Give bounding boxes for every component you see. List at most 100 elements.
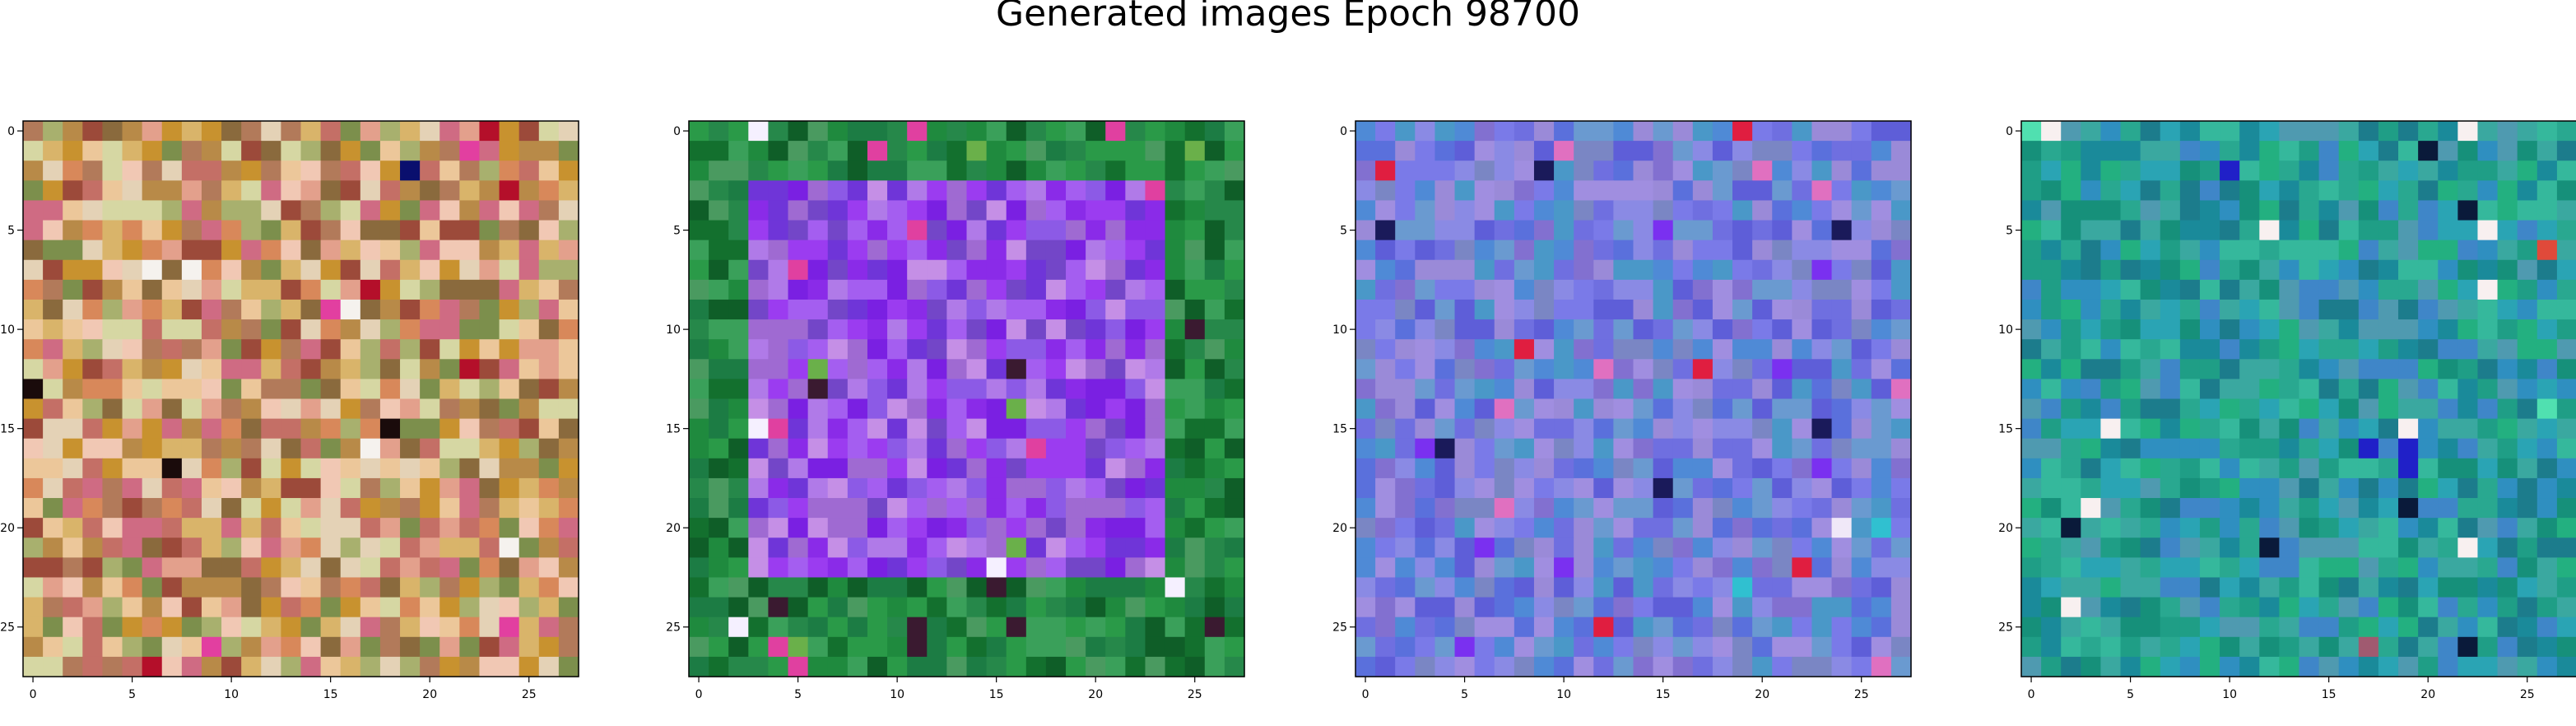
pixel-cell: [1772, 577, 1793, 598]
pixel-cell: [1712, 319, 1733, 340]
pixel-cell: [1792, 240, 1813, 261]
pixel-cell: [2081, 279, 2102, 300]
pixel-cell: [1692, 656, 1713, 677]
pixel-cell: [2160, 438, 2181, 459]
pixel-cell: [1554, 577, 1574, 598]
pixel-cell: [887, 379, 908, 400]
pixel-cell: [1533, 577, 1555, 598]
x-tick-label: 10: [2222, 688, 2237, 701]
pixel-cell: [161, 597, 183, 618]
pixel-cell: [986, 339, 1007, 360]
pixel-cell: [2081, 518, 2102, 538]
pixel-cell: [2418, 180, 2439, 202]
pixel-cell: [2279, 498, 2300, 519]
pixel-cell: [1184, 180, 1206, 202]
pixel-cell: [1533, 319, 1555, 340]
pixel-cell: [1792, 259, 1813, 281]
pixel-cell: [2358, 636, 2379, 658]
pixel-cell: [479, 438, 500, 459]
pixel-cell: [102, 597, 123, 618]
pixel-cell: [1514, 636, 1535, 658]
pixel-cell: [2477, 518, 2499, 538]
pixel-cell: [1593, 141, 1614, 161]
pixel-cell: [161, 141, 183, 161]
x-tick-label: 10: [1556, 688, 1571, 701]
pixel-cell: [1692, 200, 1713, 221]
pixel-cell: [2199, 359, 2220, 379]
pixel-cell: [867, 319, 888, 340]
pixel-cell: [2338, 161, 2360, 181]
pixel-cell: [2398, 617, 2419, 638]
pixel-cell: [1224, 577, 1245, 598]
pixel-cell: [1811, 200, 1833, 221]
pixel-cell: [689, 636, 709, 658]
pixel-cell: [261, 498, 281, 519]
pixel-cell: [1474, 121, 1495, 142]
pixel-cell: [2140, 279, 2161, 300]
pixel-cell: [927, 656, 947, 677]
pixel-cell: [499, 636, 520, 658]
pixel-cell: [2279, 379, 2300, 400]
pixel-cell: [1851, 359, 1872, 379]
pixel-cell: [1514, 200, 1535, 221]
pixel-cell: [709, 180, 729, 202]
pixel-cell: [1086, 220, 1106, 241]
pixel-cell: [360, 418, 381, 440]
x-tick-label: 5: [128, 688, 136, 701]
pixel-cell: [300, 141, 322, 161]
pixel-cell: [300, 458, 322, 479]
pixel-cell: [2041, 656, 2062, 677]
pixel-cell: [518, 180, 540, 202]
pixel-cell: [1395, 379, 1416, 400]
pixel-cell: [986, 518, 1007, 538]
pixel-cell: [709, 299, 729, 320]
pixel-cell: [867, 458, 888, 479]
pixel-cell: [728, 477, 749, 499]
pixel-cell: [2438, 161, 2458, 181]
pixel-cell: [300, 398, 322, 420]
pixel-cell: [439, 518, 460, 538]
pixel-cell: [1692, 438, 1713, 459]
pixel-cell: [2199, 299, 2220, 320]
pixel-cell: [728, 180, 749, 202]
pixel-cell: [1375, 161, 1396, 181]
pixel-cell: [2536, 359, 2558, 379]
pixel-cell: [2100, 339, 2122, 360]
pixel-cell: [887, 477, 908, 499]
pixel-cell: [360, 498, 381, 519]
pixel-cell: [1454, 339, 1476, 360]
pixel-cell: [2279, 299, 2300, 320]
pixel-cell: [181, 538, 202, 558]
pixel-cell: [2398, 319, 2419, 340]
pixel-cell: [1871, 359, 1892, 379]
pixel-cell: [1434, 477, 1456, 499]
pixel-cell: [768, 319, 789, 340]
pixel-cell: [1474, 299, 1495, 320]
pixel-cell: [1145, 240, 1166, 261]
pixel-cell: [2021, 438, 2042, 459]
pixel-cell: [2279, 180, 2300, 202]
pixel-cell: [1633, 339, 1654, 360]
pixel-cell: [2220, 656, 2240, 677]
pixel-cell: [1831, 557, 1853, 579]
pixel-cell: [43, 477, 63, 499]
pixel-cell: [887, 121, 908, 142]
pixel-cell: [867, 359, 888, 379]
pixel-cell: [261, 121, 281, 142]
pixel-cell: [241, 339, 262, 360]
pixel-cell: [43, 636, 63, 658]
pixel-cell: [2061, 141, 2081, 161]
pixel-cell: [2041, 141, 2062, 161]
pixel-cell: [538, 636, 560, 658]
pixel-cell: [1086, 458, 1106, 479]
pixel-cell: [1454, 418, 1476, 440]
axes-frame: [1355, 120, 1912, 677]
pixel-cell: [2457, 141, 2479, 161]
pixel-cell: [122, 121, 143, 142]
pixel-cell: [907, 518, 928, 538]
pixel-cell: [1204, 636, 1225, 658]
pixel-cell: [1593, 161, 1614, 181]
pixel-cell: [907, 636, 928, 658]
pixel-cell: [201, 200, 222, 221]
pixel-cell: [1811, 477, 1833, 499]
